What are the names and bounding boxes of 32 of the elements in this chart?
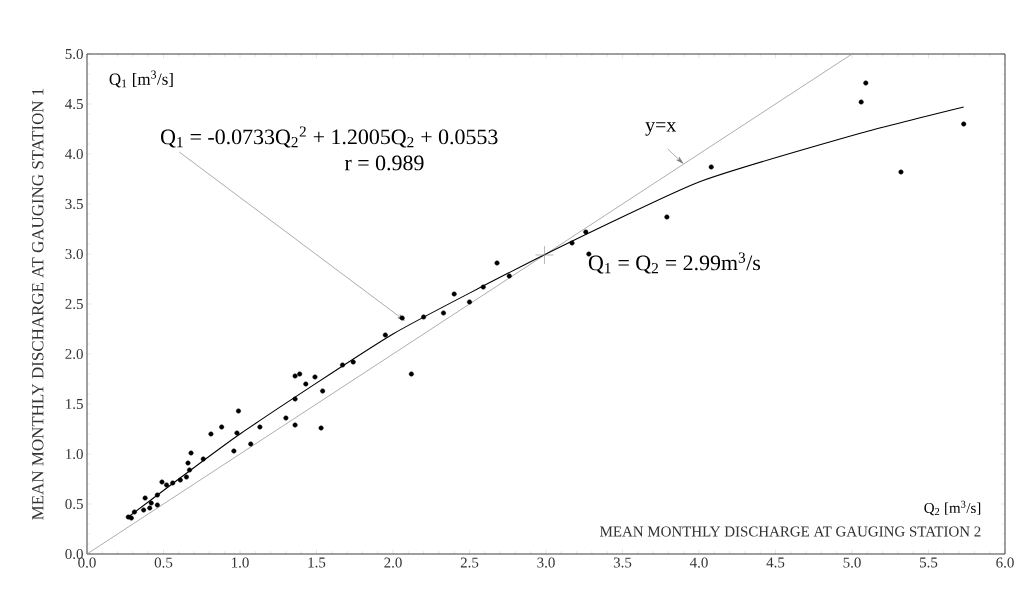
y-tick-label: 2.5 [65, 298, 83, 310]
x-tick-label: 5.0 [843, 557, 861, 568]
x-tick-label: 5.5 [920, 557, 938, 568]
x-tick-label: 3.0 [537, 557, 555, 568]
y-tick-label: 5.0 [65, 48, 83, 60]
y-tick-label: 3.5 [65, 198, 83, 210]
x-tick-label: 2.0 [384, 557, 402, 568]
annotation: Q$_{1}$ [m$^{3}$/s] [109, 70, 173, 88]
x-tick-label: 6.0 [996, 557, 1014, 568]
annotation: Q$_{2}$ [m$^{3}$/s] [924, 500, 981, 516]
y-tick-label: 0.5 [65, 498, 83, 510]
y-tick-label: 1.5 [66, 398, 83, 410]
x-tick-label: 3.5 [613, 557, 632, 568]
x-tick-label: 1.0 [231, 557, 249, 568]
annotation: y=x [645, 122, 677, 136]
x-axis-title: MEAN MONTHLY DISCHARGE AT GAUGING STATION 2 [600, 526, 981, 537]
x-tick-label: 2.5 [460, 557, 479, 568]
y-tick-label: 0.0 [65, 548, 83, 560]
y-axis-title: MEAN MONTHLY DISCHARGE AT GAUGING STATION 1 [32, 88, 44, 520]
y-tick-label: 4.5 [65, 98, 83, 110]
y-tick-label: 3.0 [65, 248, 83, 260]
y-tick-label: 2.0 [65, 348, 83, 360]
x-tick-label: 4.0 [689, 557, 708, 568]
y-tick-label: 1.0 [66, 448, 83, 460]
annotation: Q$_{1}$ = -0.0733Q$_{2}$$^{2}$ + 1.2005Q$_{2}$ + 0.0553 [161, 126, 498, 148]
annotation: r = 0.989 [344, 155, 424, 171]
annotation: Q$_{1}$ = Q$_{2}$ = 2.99m$^{3}$/s [588, 252, 761, 274]
y-tick-label: 4.0 [65, 148, 83, 160]
x-tick-label: 1.5 [308, 557, 326, 568]
x-tick-label: 0.5 [154, 557, 173, 568]
x-tick-label: 4.5 [766, 557, 785, 568]
x-tick-label: 0.0 [78, 557, 96, 568]
